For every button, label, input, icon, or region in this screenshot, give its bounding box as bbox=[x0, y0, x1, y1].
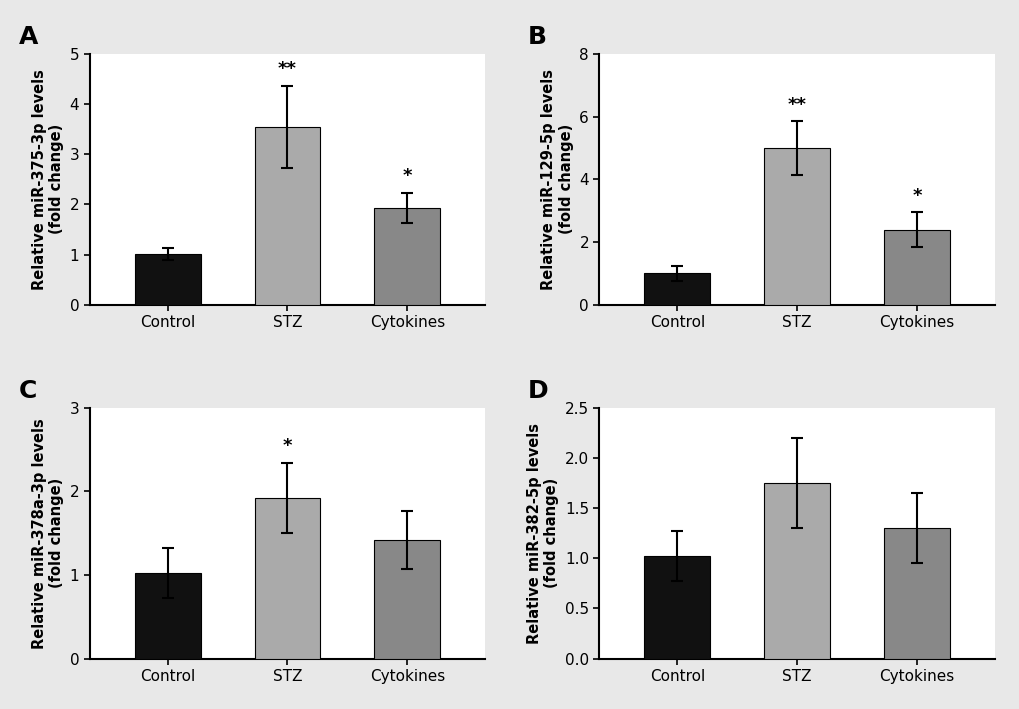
Text: **: ** bbox=[278, 60, 297, 78]
Text: B: B bbox=[528, 25, 546, 49]
Bar bbox=[644, 557, 709, 659]
Bar bbox=[883, 528, 949, 659]
Bar bbox=[374, 540, 440, 659]
Bar bbox=[255, 498, 320, 659]
Text: *: * bbox=[911, 186, 921, 205]
Text: C: C bbox=[18, 379, 37, 403]
Bar bbox=[374, 208, 440, 305]
Y-axis label: Relative miR-375-3p levels
(fold change): Relative miR-375-3p levels (fold change) bbox=[32, 69, 64, 290]
Text: A: A bbox=[18, 25, 38, 49]
Bar bbox=[763, 148, 829, 305]
Text: **: ** bbox=[787, 96, 806, 114]
Y-axis label: Relative miR-129-5p levels
(fold change): Relative miR-129-5p levels (fold change) bbox=[541, 69, 573, 290]
Y-axis label: Relative miR-378a-3p levels
(fold change): Relative miR-378a-3p levels (fold change… bbox=[32, 418, 64, 649]
Bar bbox=[883, 230, 949, 305]
Text: D: D bbox=[528, 379, 548, 403]
Bar bbox=[763, 483, 829, 659]
Bar bbox=[135, 254, 201, 305]
Bar bbox=[644, 274, 709, 305]
Y-axis label: Relative miR-382-5p levels
(fold change): Relative miR-382-5p levels (fold change) bbox=[527, 423, 558, 644]
Bar bbox=[135, 574, 201, 659]
Text: *: * bbox=[282, 437, 291, 455]
Bar bbox=[255, 127, 320, 305]
Text: *: * bbox=[403, 167, 412, 185]
